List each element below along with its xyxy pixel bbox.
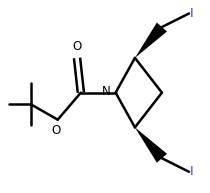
Text: O: O [51, 124, 60, 137]
Text: N: N [102, 85, 111, 98]
Polygon shape [135, 127, 167, 163]
Text: I: I [190, 165, 194, 178]
Polygon shape [135, 23, 167, 58]
Text: O: O [72, 40, 82, 53]
Text: I: I [190, 7, 194, 20]
